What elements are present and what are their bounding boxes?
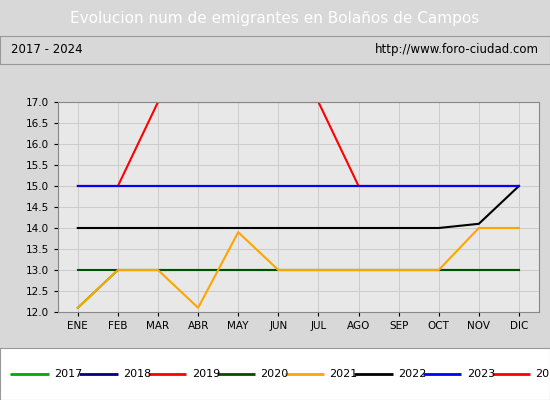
Text: 2024: 2024 [536, 369, 550, 379]
Text: 2023: 2023 [467, 369, 495, 379]
Text: 2018: 2018 [123, 369, 151, 379]
Text: Evolucion num de emigrantes en Bolaños de Campos: Evolucion num de emigrantes en Bolaños d… [70, 10, 480, 26]
Text: http://www.foro-ciudad.com: http://www.foro-ciudad.com [375, 44, 539, 56]
Text: 2022: 2022 [398, 369, 426, 379]
Text: 2019: 2019 [192, 369, 220, 379]
Text: 2017: 2017 [54, 369, 82, 379]
Text: 2020: 2020 [261, 369, 289, 379]
Text: 2021: 2021 [329, 369, 358, 379]
Text: 2017 - 2024: 2017 - 2024 [11, 44, 82, 56]
